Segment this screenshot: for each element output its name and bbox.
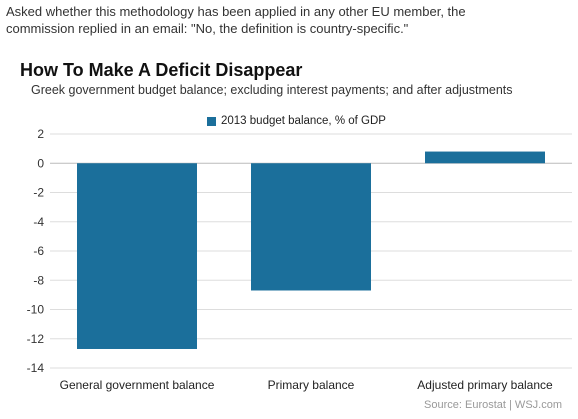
y-tick-label: 0 [37, 156, 44, 170]
bar [251, 163, 371, 291]
y-tick-label: -12 [27, 332, 45, 346]
x-tick-label: Primary balance [268, 378, 355, 392]
y-tick-label: -4 [33, 215, 44, 229]
y-tick-label: 2 [37, 127, 44, 141]
bar [77, 163, 197, 349]
y-tick-label: -6 [33, 244, 44, 258]
x-tick-label: Adjusted primary balance [417, 378, 553, 392]
intro-text: Asked whether this methodology has been … [6, 3, 572, 37]
bar [425, 151, 545, 164]
source-credit: Source: Eurostat | WSJ.com [424, 399, 562, 411]
intro-line-2: commission replied in an email: "No, the… [6, 21, 409, 36]
legend: 2013 budget balance, % of GDP [207, 115, 386, 127]
legend-swatch [207, 116, 216, 126]
x-tick-label: General government balance [60, 378, 215, 392]
y-tick-label: -10 [27, 303, 45, 317]
y-tick-label: -14 [27, 361, 45, 375]
chart-title: How To Make A Deficit Disappear [20, 60, 303, 80]
y-tick-label: -2 [33, 186, 44, 200]
y-tick-label: -8 [33, 273, 44, 287]
chart-subtitle: Greek government budget balance; excludi… [31, 83, 513, 97]
legend-label: 2013 budget balance, % of GDP [221, 115, 386, 127]
intro-line-1: Asked whether this methodology has been … [6, 4, 466, 19]
